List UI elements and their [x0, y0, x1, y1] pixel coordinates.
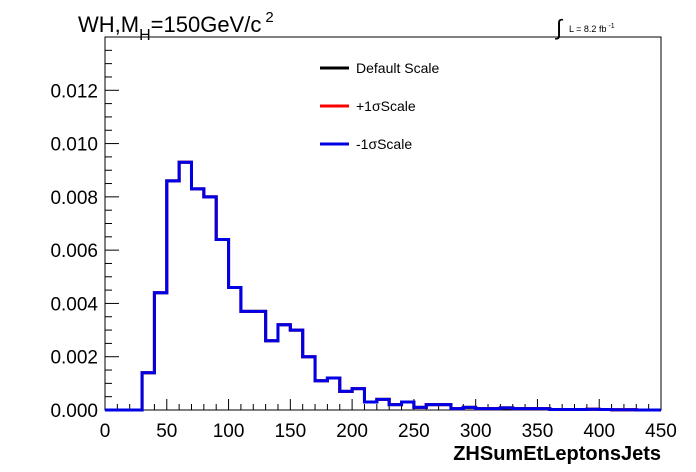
x-tick-label: 350 [522, 421, 554, 442]
y-tick-label: 0.006 [50, 241, 98, 262]
y-tick-label: 0.002 [50, 348, 98, 369]
y-tick-label: 0.008 [50, 188, 98, 209]
title-rest: =150GeV/c [151, 12, 262, 37]
luminosity-label: ∫ L = 8.2 fb -1 [554, 15, 615, 40]
title-subscript: H [139, 27, 151, 44]
x-tick-label: 250 [398, 421, 430, 442]
legend-label: Default Scale [356, 60, 439, 76]
x-tick-label: 400 [583, 421, 615, 442]
plot-frame [104, 36, 662, 411]
x-axis: 0 50 100 150 200 250 300 350 400 450 [100, 399, 677, 442]
x-tick-label: 450 [645, 421, 677, 442]
x-tick-label: 100 [213, 421, 245, 442]
title-main: WH,M [78, 12, 139, 37]
x-tick-label: 150 [274, 421, 306, 442]
x-axis-title: ZHSumEtLeptonsJets [453, 443, 661, 465]
integral-sign: ∫ [554, 15, 564, 40]
x-tick-label: 0 [100, 421, 111, 442]
x-tick-label: 200 [336, 421, 368, 442]
series-line-1 [105, 160, 661, 412]
legend: Default Scale +1σScale -1σScale [320, 60, 439, 152]
luminosity-text: L = 8.2 fb -1 [569, 23, 615, 34]
x-tick-label: 300 [460, 421, 492, 442]
legend-label: -1σScale [356, 136, 412, 152]
series-line-2 [105, 160, 661, 412]
y-tick-label: 0.004 [50, 294, 98, 315]
y-tick-label: 0.010 [50, 135, 98, 156]
series-line-0 [105, 160, 661, 412]
y-tick-label: 0.012 [50, 81, 98, 102]
title-superscript: 2 [265, 9, 273, 26]
histogram-series [105, 160, 661, 412]
plot-title: WH,MH=150GeV/c 2 [78, 9, 274, 44]
y-axis: 0.000 0.002 0.004 0.006 0.008 0.010 0.012 [50, 36, 119, 422]
x-tick-label: 50 [156, 421, 177, 442]
legend-label: +1σScale [356, 98, 416, 114]
y-tick-label: 0.000 [50, 401, 98, 422]
